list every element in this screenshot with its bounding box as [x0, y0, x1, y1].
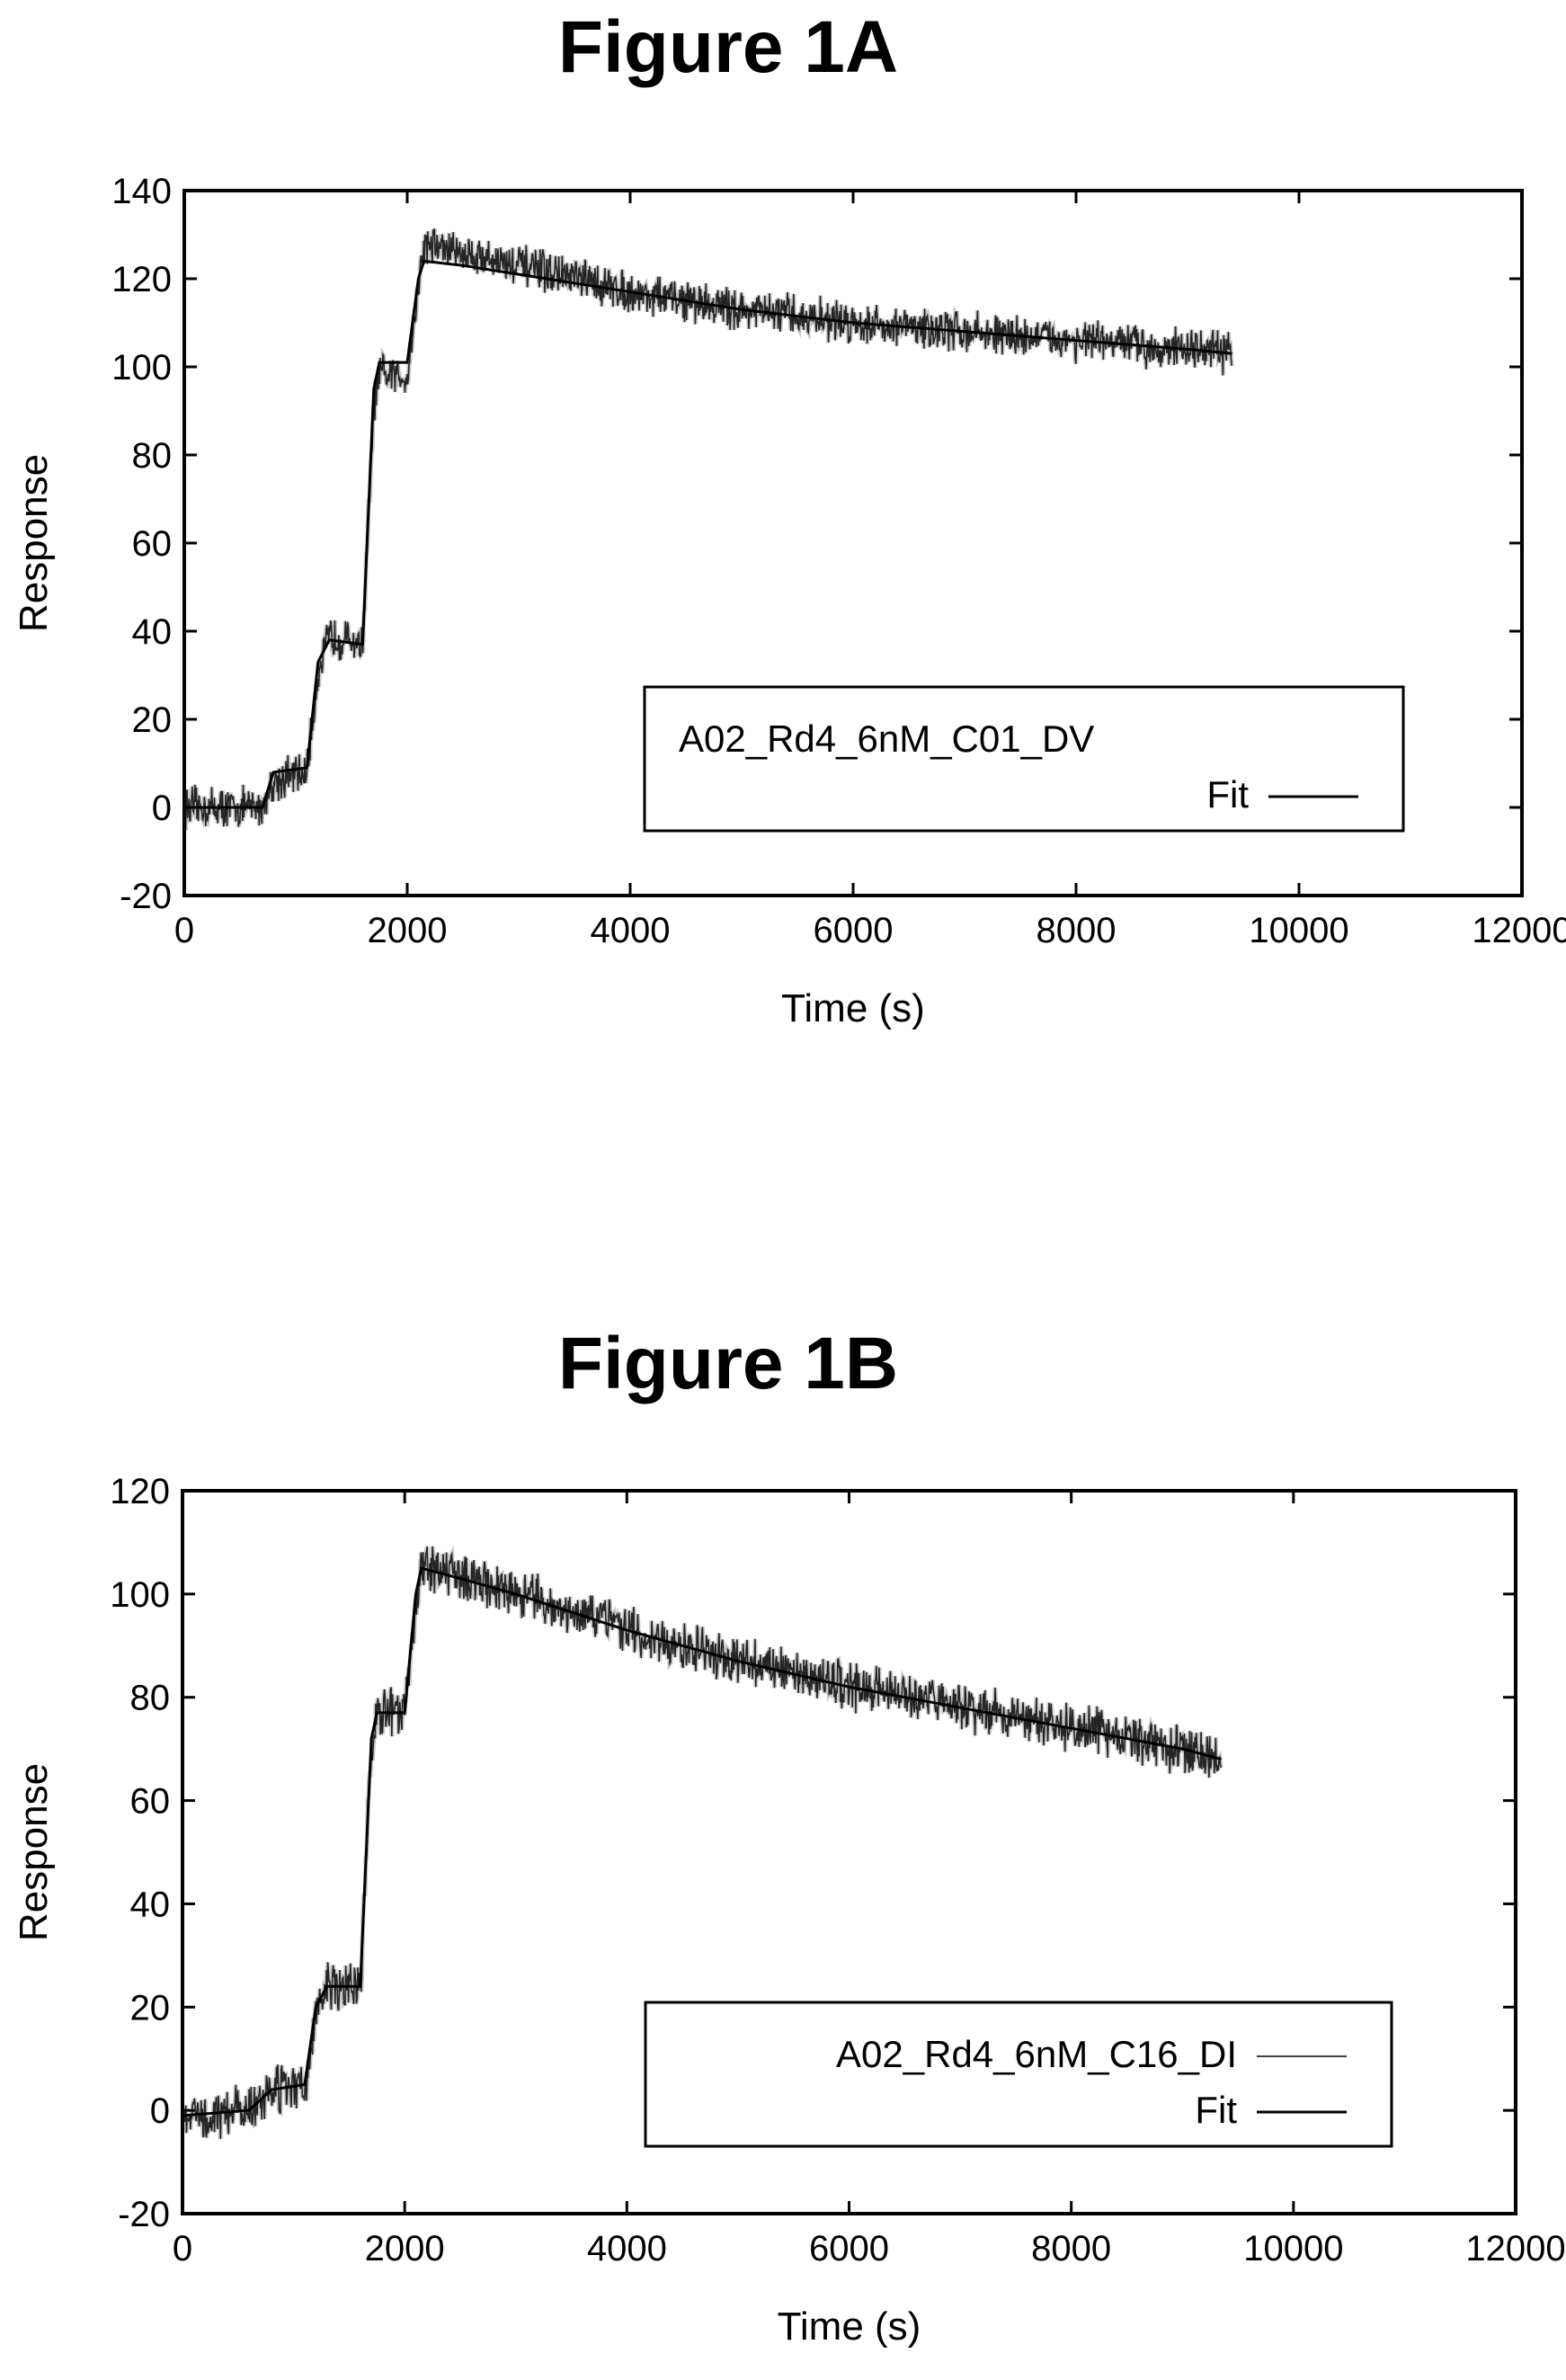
x-tick-label: 12000 — [1472, 911, 1566, 950]
chart-figure-1a: 0 2000 4000 6000 8000 10000 12000-200204060801… — [12, 172, 1566, 1030]
x-tick-label: 0 — [174, 911, 194, 950]
y-tick-label: 20 — [130, 1988, 171, 2028]
x-tick-label: 6000 — [814, 911, 894, 950]
series-fit-line — [182, 1566, 1222, 2117]
y-tick-label: 0 — [152, 789, 172, 828]
series-data-line — [182, 1546, 1223, 2139]
x-tick-label: 4000 — [591, 911, 671, 950]
figure-title-b: Figure 1B — [557, 1323, 899, 1404]
y-tick-label: 0 — [150, 2091, 170, 2131]
y-tick-label: -20 — [118, 2195, 170, 2234]
series-data-band — [180, 1545, 1223, 2139]
x-tick-label: 12000 — [1465, 2229, 1565, 2269]
x-tick-label: 2000 — [365, 2229, 445, 2269]
x-tick-label: 4000 — [587, 2229, 667, 2269]
series-data-band — [182, 227, 1234, 831]
legend-label-fit: Fit — [1195, 2089, 1237, 2131]
x-tick-label: 6000 — [809, 2229, 889, 2269]
y-tick-label: 60 — [130, 1782, 171, 1822]
x-axis-title: Time (s) — [778, 2304, 921, 2349]
y-tick-label: -20 — [120, 877, 172, 916]
legend-label-data: A02_Rd4_6nM_C16_DI — [836, 2033, 1237, 2075]
y-axis-title: Response — [12, 1763, 56, 1941]
x-tick-label: 10000 — [1243, 2229, 1343, 2269]
legend-box — [644, 2001, 1393, 2148]
y-tick-label: 100 — [111, 348, 172, 388]
legend-box — [643, 685, 1405, 833]
y-tick-label: 120 — [111, 260, 172, 299]
legend-label-data: A02_Rd4_6nM_C01_DV — [679, 718, 1094, 760]
y-axis-title: Response — [12, 454, 56, 632]
x-tick-label: 0 — [173, 2229, 192, 2269]
legend-label-fit: Fit — [1206, 773, 1249, 816]
y-tick-label: 140 — [111, 172, 172, 211]
x-tick-label: 8000 — [1031, 2229, 1111, 2269]
y-tick-label: 40 — [132, 612, 173, 652]
y-tick-label: 40 — [130, 1885, 171, 1924]
y-tick-label: 60 — [132, 524, 173, 564]
x-tick-label: 2000 — [368, 911, 448, 950]
y-tick-label: 20 — [132, 700, 173, 740]
figure-title-a: Figure 1A — [557, 6, 899, 88]
y-tick-label: 80 — [130, 1679, 171, 1718]
series-data-line — [183, 228, 1232, 831]
y-tick-label: 80 — [132, 436, 173, 476]
series-fit-line — [184, 259, 1232, 809]
y-tick-label: 100 — [110, 1575, 170, 1615]
y-tick-label: 120 — [110, 1472, 170, 1511]
x-tick-label: 8000 — [1037, 911, 1117, 950]
x-axis-title: Time (s) — [781, 986, 925, 1030]
x-tick-label: 10000 — [1249, 911, 1348, 950]
